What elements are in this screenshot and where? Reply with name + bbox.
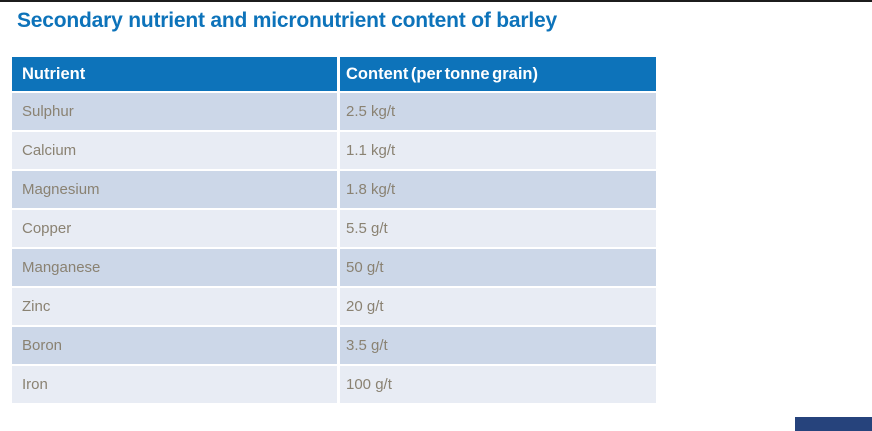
content-cell: 2.5 kg/t xyxy=(346,103,396,120)
content-cell: 1.8 kg/t xyxy=(346,181,396,198)
nutrient-content-table: Nutrient Content (per tonne grain) Sulph… xyxy=(12,57,656,403)
column-divider xyxy=(337,249,340,286)
content-cell: 5.5 g/t xyxy=(346,220,388,237)
table-row: Calcium 1.1 kg/t xyxy=(12,132,656,169)
nutrient-cell: Iron xyxy=(22,376,48,393)
column-divider xyxy=(337,288,340,325)
nutrient-cell: Sulphur xyxy=(22,103,74,120)
column-divider xyxy=(337,57,340,91)
nutrient-cell: Copper xyxy=(22,220,72,237)
table-row: Sulphur 2.5 kg/t xyxy=(12,93,656,130)
content-cell: 3.5 g/t xyxy=(346,337,388,354)
column-header-content: Content (per tonne grain) xyxy=(346,65,538,83)
nutrient-cell: Zinc xyxy=(22,298,51,315)
table-row: Zinc 20 g/t xyxy=(12,288,656,325)
column-divider xyxy=(337,93,340,130)
nutrient-cell: Boron xyxy=(22,337,63,354)
table-row: Copper 5.5 g/t xyxy=(12,210,656,247)
table-row: Iron 100 g/t xyxy=(12,366,656,403)
column-divider xyxy=(337,171,340,208)
content-cell: 1.1 kg/t xyxy=(346,142,396,159)
table-header-row: Nutrient Content (per tonne grain) xyxy=(12,57,656,91)
nutrient-cell: Calcium xyxy=(22,142,77,159)
table-row: Magnesium 1.8 kg/t xyxy=(12,171,656,208)
page-title: Secondary nutrient and micronutrient con… xyxy=(17,9,557,32)
column-header-nutrient: Nutrient xyxy=(22,65,86,83)
content-cell: 100 g/t xyxy=(346,376,392,393)
table-row: Manganese 50 g/t xyxy=(12,249,656,286)
table-row: Boron 3.5 g/t xyxy=(12,327,656,364)
footer-accent-bar xyxy=(795,417,872,431)
column-divider xyxy=(337,366,340,403)
column-divider xyxy=(337,327,340,364)
content-cell: 20 g/t xyxy=(346,298,384,315)
nutrient-cell: Manganese xyxy=(22,259,101,276)
column-divider xyxy=(337,210,340,247)
content-cell: 50 g/t xyxy=(346,259,384,276)
top-border-line xyxy=(0,0,872,2)
column-divider xyxy=(337,132,340,169)
nutrient-cell: Magnesium xyxy=(22,181,100,198)
